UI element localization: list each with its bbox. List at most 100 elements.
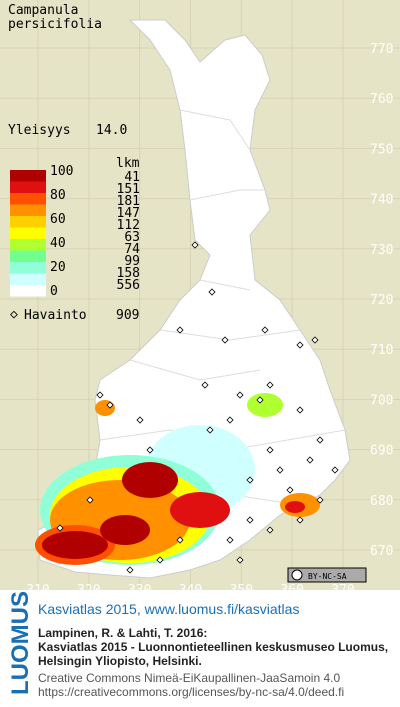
legend-level: 20 (50, 260, 66, 275)
legend-swatch (10, 250, 46, 262)
observation (176, 536, 184, 544)
observation (56, 524, 64, 532)
frequency-value: 14.0 (96, 123, 127, 138)
observation (136, 416, 144, 424)
observation (246, 516, 254, 524)
y-tick-label: 760 (370, 92, 393, 107)
observation-label: Havainto (24, 308, 87, 323)
observation (296, 341, 304, 349)
y-tick-label: 690 (370, 444, 393, 459)
observation (256, 396, 264, 404)
observation (106, 401, 114, 409)
legend-swatch (10, 193, 46, 205)
y-tick-label: 720 (370, 293, 393, 308)
observation (126, 566, 134, 574)
observation-symbol: ◇ (10, 307, 18, 322)
badge-text: BY-NC-SA (308, 572, 347, 581)
observation (296, 516, 304, 524)
observation (201, 381, 209, 389)
observation (316, 496, 324, 504)
observation-points (56, 241, 339, 574)
frequency-label: Yleisyys (8, 123, 71, 138)
observation-value: 909 (116, 308, 139, 323)
legend-count: 147 (117, 206, 140, 221)
license: https://creativecommons.org/licenses/by-… (38, 685, 344, 699)
citation: Lampinen, R. & Lahti, T. 2016: (38, 626, 207, 640)
legend-count: 112 (117, 218, 140, 233)
observation (296, 406, 304, 414)
legend-swatch (10, 204, 46, 216)
legend-swatch (10, 216, 46, 228)
x-tick-label: 370 (331, 583, 354, 598)
observation (306, 456, 314, 464)
legend-swatch (10, 181, 46, 193)
headline: Kasviatlas 2015, www.luomus.fi/kasviatla… (38, 601, 299, 617)
species-name: Campanula (8, 3, 78, 18)
x-tick-label: 340 (179, 583, 202, 598)
x-tick-label: 360 (280, 583, 303, 598)
citation: Kasviatlas 2015 - Luonnontieteellinen ke… (38, 640, 388, 654)
observation (191, 241, 199, 249)
legend-level: 60 (50, 212, 66, 227)
country-outline (37, 19, 351, 579)
legend-count: 63 (124, 230, 140, 245)
legend-level: 80 (50, 188, 66, 203)
observation (266, 381, 274, 389)
citation: Helsingin Yliopisto, Helsinki. (38, 654, 202, 668)
observation (236, 391, 244, 399)
legend-count: 99 (124, 254, 140, 269)
observation (276, 466, 284, 474)
observation (266, 446, 274, 454)
y-tick-label: 680 (370, 494, 393, 509)
x-tick-label: 350 (230, 583, 253, 598)
legend-swatch (10, 227, 46, 239)
legend-level: 100 (50, 164, 73, 179)
observation (156, 556, 164, 564)
observation (236, 556, 244, 564)
brand: LUOMUS (7, 591, 34, 695)
observation (146, 446, 154, 454)
observation (311, 336, 319, 344)
legend-count: 151 (117, 182, 140, 197)
y-tick-label: 730 (370, 243, 393, 258)
y-tick-label: 740 (370, 193, 393, 208)
species-name: persicifolia (8, 17, 102, 32)
x-tick-label: 310 (26, 583, 49, 598)
y-tick-label: 670 (370, 544, 393, 559)
observation (261, 326, 269, 334)
count-header: lkm (116, 156, 140, 171)
observation (96, 391, 104, 399)
legend-count: 74 (124, 242, 140, 257)
y-tick-label: 700 (370, 393, 393, 408)
legend-swatch (10, 239, 46, 251)
observation (226, 416, 234, 424)
observation (331, 466, 339, 474)
observation (221, 336, 229, 344)
legend-count: 181 (117, 194, 140, 209)
observation (286, 486, 294, 494)
observation (226, 536, 234, 544)
legend-count: 41 (124, 170, 140, 185)
y-tick-label: 770 (370, 42, 393, 57)
legend-swatch (10, 273, 46, 285)
cc-badge: BY-NC-SA (287, 567, 367, 583)
legend-count: 556 (117, 278, 140, 293)
heat-cells (35, 393, 320, 565)
license: Creative Commons Nimeä-EiKaupallinen-Jaa… (38, 671, 340, 685)
y-tick-label: 710 (370, 343, 393, 358)
legend-count: 158 (117, 266, 140, 281)
legend-level: 40 (50, 236, 66, 251)
observation (176, 326, 184, 334)
x-tick-label: 330 (128, 583, 151, 598)
observation (206, 426, 214, 434)
legend-level: 0 (50, 284, 58, 299)
observation (246, 476, 254, 484)
legend-swatch (10, 262, 46, 274)
legend-swatch (10, 170, 46, 182)
x-tick-label: 320 (77, 583, 100, 598)
legend-swatch (10, 285, 46, 297)
observation (208, 288, 216, 296)
y-tick-label: 750 (370, 142, 393, 157)
observation (86, 496, 94, 504)
